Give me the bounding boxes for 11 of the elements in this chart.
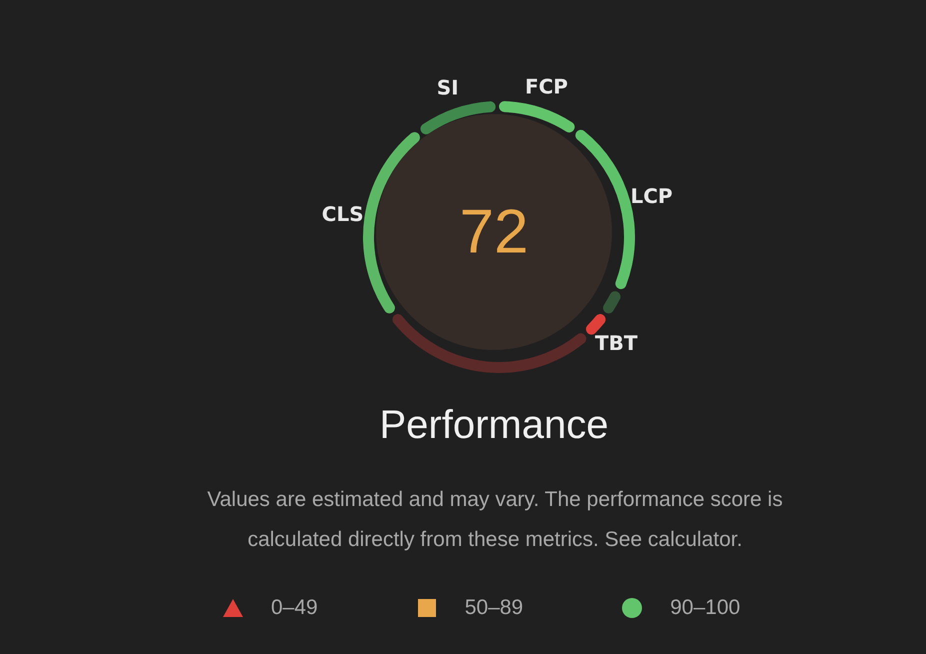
slice-label: FCP <box>524 74 568 98</box>
text: Values are estimated and may vary. The performance score is calculated directly from these metrics. See calculator. <box>206 487 784 553</box>
text: Performance <box>378 403 610 448</box>
text: 72 <box>460 198 528 266</box>
slice-label: CLS <box>322 202 364 226</box>
text: 50–89 <box>464 596 524 620</box>
slice-label: TBT <box>595 330 638 355</box>
text: 90–100 <box>670 596 740 620</box>
slice-label: SI <box>436 76 459 100</box>
text: 0–49 <box>271 596 318 620</box>
slice-label: LCP <box>630 184 673 208</box>
